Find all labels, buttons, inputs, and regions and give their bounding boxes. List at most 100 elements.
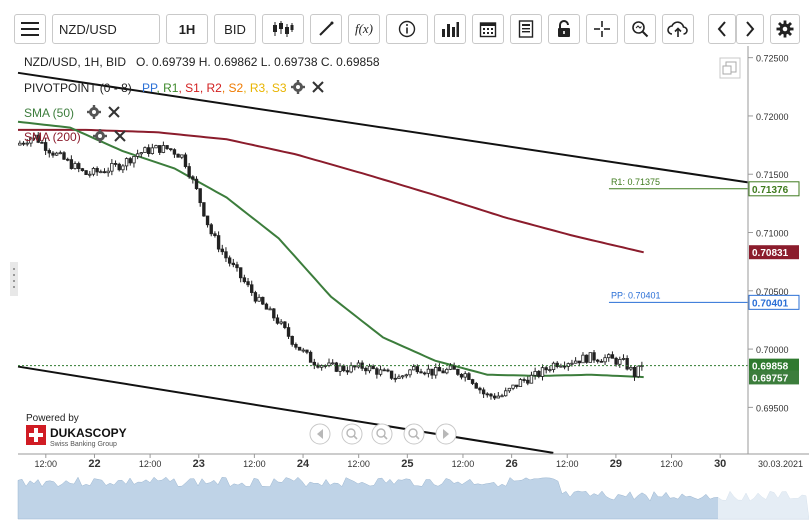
toolbar: NZD/USD 1H BID f(x) <box>0 0 809 47</box>
calendar-icon[interactable] <box>472 14 504 44</box>
candle-up <box>319 365 324 368</box>
unlock-icon[interactable] <box>548 14 580 44</box>
y-axis-ticks: 0.72500 0.72000 0.71500 0.71000 0.70500 0.700… <box>748 54 789 413</box>
x-tick-label: 25 <box>401 458 413 470</box>
candle-down <box>599 360 604 363</box>
candle-up <box>397 376 401 379</box>
candle-up <box>88 173 92 176</box>
candle-down <box>489 393 493 397</box>
close-icon[interactable] <box>114 130 126 142</box>
candle-down <box>441 370 445 374</box>
gear-icon[interactable] <box>87 105 101 119</box>
candle-down <box>187 166 191 178</box>
candle-down <box>246 281 250 286</box>
zoom-out-icon[interactable] <box>341 423 363 445</box>
function-icon[interactable]: f(x) <box>348 14 380 44</box>
price-badge-text: 0.69757 <box>752 373 789 384</box>
sma200-line <box>18 128 644 254</box>
zoom-in-icon[interactable] <box>371 423 393 445</box>
settings-icon[interactable] <box>770 14 800 44</box>
price-side-selector[interactable]: BID <box>214 14 256 44</box>
candle-down <box>146 147 151 154</box>
symbol-label: NZD/USD <box>59 21 117 37</box>
report-icon[interactable] <box>510 14 542 44</box>
candle-down <box>238 267 243 279</box>
candle-up <box>581 354 585 364</box>
candle-down <box>102 171 107 174</box>
candle-down <box>264 303 269 310</box>
pivot-indicator-label: PIVOTPOINT (0 - 8) <box>24 81 132 95</box>
zoom-icon[interactable] <box>624 14 656 44</box>
crosshair-icon[interactable] <box>586 14 618 44</box>
y-tick-label: 0.70000 <box>756 345 789 355</box>
draw-line-icon[interactable] <box>310 14 342 44</box>
candle-down <box>183 154 188 167</box>
candle-down <box>36 134 40 143</box>
candle-down <box>231 262 236 266</box>
pivot-indicator-row[interactable]: PIVOTPOINT (0 - 8) PP, R1, S1, R2, S2, R… <box>24 80 324 95</box>
candle-up <box>18 142 22 146</box>
candle-down <box>610 354 615 359</box>
candle-down <box>275 317 280 324</box>
candle-up <box>257 296 261 302</box>
candle-down <box>452 365 456 370</box>
arrow-right-icon[interactable] <box>435 423 457 445</box>
menu-icon[interactable] <box>14 14 46 44</box>
candle-down <box>382 369 386 372</box>
candle-up <box>180 154 184 158</box>
candle-down <box>80 168 85 172</box>
price-badge-text: 0.69858 <box>752 362 789 373</box>
candle-up <box>504 390 508 397</box>
candle-down <box>202 202 206 217</box>
arrow-left-icon[interactable] <box>309 423 331 445</box>
price-badge <box>749 245 799 260</box>
pivot-level-badge <box>748 294 800 310</box>
x-axis-ticks: 12:00 22 12:00 23 12:00 24 12:00 25 12:00 26 12:00… <box>35 454 726 470</box>
bar-chart-icon[interactable] <box>434 14 466 44</box>
gear-icon[interactable] <box>93 129 107 143</box>
candle-down <box>312 361 316 366</box>
candle-down <box>297 346 302 351</box>
candle-up <box>91 168 96 175</box>
candle-up <box>636 365 640 378</box>
candle-up <box>463 373 467 378</box>
candle-down <box>84 170 88 176</box>
candlestick-series <box>18 132 644 401</box>
candle-down <box>625 358 629 370</box>
candle-up <box>588 352 593 363</box>
close-icon[interactable] <box>312 81 324 93</box>
zoom-in-icon[interactable] <box>403 423 425 445</box>
gear-icon[interactable] <box>291 80 305 94</box>
navigator-panel[interactable] <box>17 471 809 520</box>
candle-down <box>172 149 177 155</box>
candle-down <box>316 364 320 368</box>
pivot-legend-item: , S2 <box>222 81 244 95</box>
cloud-upload-icon[interactable] <box>662 14 694 44</box>
close-icon[interactable] <box>108 106 120 118</box>
price-chart[interactable]: R1: 0.71375 0.71376 PP: 0.70401 0.70401 0.7… <box>0 46 809 525</box>
candle-down <box>158 145 162 153</box>
candle-down <box>165 145 169 150</box>
candle-up <box>106 170 110 174</box>
info-icon[interactable] <box>386 14 428 44</box>
candle-down <box>544 367 548 371</box>
timeframe-selector[interactable]: 1H <box>166 14 208 44</box>
candle-up <box>161 145 166 153</box>
candle-up <box>32 134 37 139</box>
price-badge <box>749 370 799 385</box>
candlestick-icon[interactable] <box>262 14 304 44</box>
arrow-left-icon[interactable] <box>708 14 736 44</box>
sma200-indicator-row[interactable]: SMA (200) <box>24 129 126 144</box>
candle-down <box>43 142 48 151</box>
candle-down <box>419 371 423 374</box>
chart-instrument-label: NZD/USD, 1H, BID O. 0.69739 H. 0.69862 L.… <box>24 55 380 69</box>
symbol-selector[interactable]: NZD/USD <box>52 14 160 44</box>
price-badge <box>749 358 799 373</box>
drag-handle[interactable] <box>10 262 18 296</box>
arrow-right-icon[interactable] <box>736 14 764 44</box>
candle-down <box>253 292 258 302</box>
expand-icon[interactable] <box>719 57 741 79</box>
candle-up <box>338 365 342 372</box>
sma50-indicator-row[interactable]: SMA (50) <box>24 105 120 120</box>
